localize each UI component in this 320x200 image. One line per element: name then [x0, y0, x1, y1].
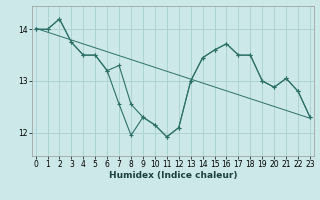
- X-axis label: Humidex (Indice chaleur): Humidex (Indice chaleur): [108, 171, 237, 180]
